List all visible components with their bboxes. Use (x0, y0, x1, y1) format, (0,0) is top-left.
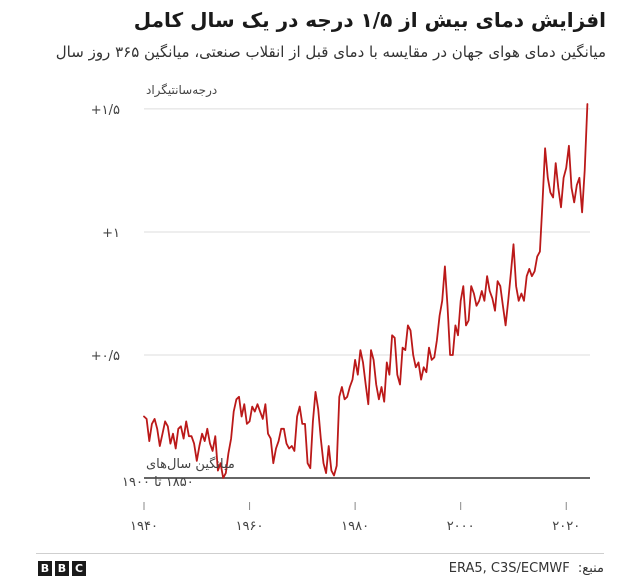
y-axis-unit-label: درجه‌سانتیگراد (146, 83, 217, 98)
x-tick-label: ۲۰۰۰ (447, 519, 475, 534)
baseline-label-line2: ۱۸۵۰ تا ۱۹۰۰ (122, 475, 194, 490)
x-tick-label: ۱۹۸۰ (341, 519, 369, 534)
x-tick-label: ۱۹۶۰ (236, 519, 264, 534)
y-axis-tick-labels: +۱/۵ +۱ +۰/۵ (91, 103, 120, 364)
bbc-logo-letter: B (55, 561, 69, 576)
chart-subtitle: میانگین دمای هوای جهان در مقایسه با دمای… (55, 43, 606, 61)
series-layer (143, 103, 589, 479)
source-value: ERA5, C3S/ECMWF (448, 561, 570, 576)
y-tick-label: +۱/۵ (91, 103, 120, 118)
y-tick-label: +۰/۵ (91, 349, 120, 364)
x-axis: ۱۹۴۰ ۱۹۶۰ ۱۹۸۰ ۲۰۰۰ ۲۰۲۰ (130, 502, 580, 534)
source-credit: منبع: ERA5, C3S/ECMWF (449, 561, 604, 576)
chart-title: افزایش دمای بیش از ۱/۵ درجه در یک سال کا… (133, 8, 606, 32)
grid-lines (144, 108, 590, 479)
footer-divider (36, 553, 604, 554)
baseline-label-line1: میانگین سال‌های (146, 456, 235, 472)
series-line (143, 103, 589, 479)
x-tick-label: ۱۹۴۰ (130, 519, 158, 534)
source-label: منبع: (577, 561, 604, 576)
x-tick-label: ۲۰۲۰ (552, 519, 580, 534)
bbc-logo: B B C (38, 561, 86, 576)
bbc-logo-letter: C (72, 561, 86, 576)
bbc-logo-letter: B (38, 561, 52, 576)
y-tick-label: +۱ (102, 226, 120, 241)
